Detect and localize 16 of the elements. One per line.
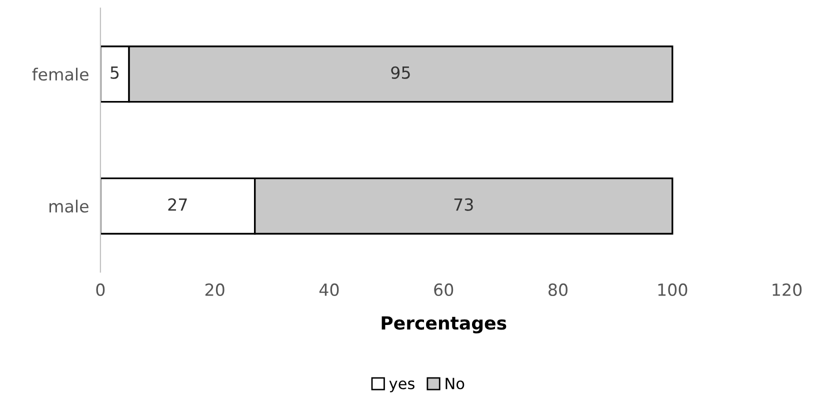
x-tick-label: 40 (319, 283, 339, 296)
data-label: 5 (110, 66, 119, 79)
x-tick-label: 0 (96, 283, 105, 296)
legend-label: yes (389, 380, 414, 392)
x-tick-label: 20 (205, 283, 224, 296)
x-tick-label: 120 (772, 283, 802, 296)
data-label: 95 (391, 66, 410, 79)
x-tick-label: 80 (548, 283, 568, 296)
y-tick-label: male (50, 200, 88, 213)
y-tick-label: female (32, 68, 88, 81)
x-tick-label: 100 (658, 283, 688, 296)
data-label: 27 (168, 198, 187, 211)
x-axis-title: Percentages (382, 316, 506, 334)
data-label: 73 (454, 198, 473, 211)
legend-label: No (446, 378, 464, 390)
x-tick-label: 60 (434, 283, 454, 296)
